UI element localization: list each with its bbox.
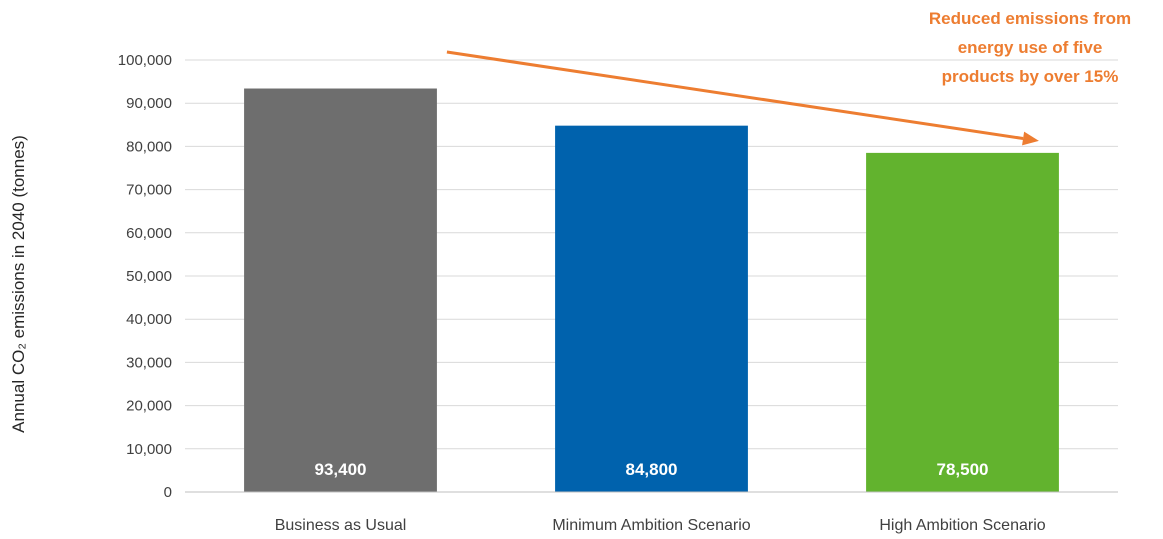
y-tick-label: 60,000 <box>126 225 172 242</box>
annotation-line: Reduced emissions from <box>929 9 1131 28</box>
x-category-label: Minimum Ambition Scenario <box>552 517 750 534</box>
y-tick-label: 0 <box>164 484 172 501</box>
trend-arrow <box>446 50 1039 146</box>
x-category-label: High Ambition Scenario <box>879 517 1045 534</box>
y-tick-label: 100,000 <box>118 52 172 69</box>
bars <box>244 88 1059 493</box>
bar-value-label: 84,800 <box>626 460 678 479</box>
y-tick-label: 50,000 <box>126 268 172 285</box>
bar-value-label: 93,400 <box>315 460 367 479</box>
x-axis-category-labels: Business as Usual Minimum Ambition Scenar… <box>275 517 1046 534</box>
bar <box>866 152 1059 492</box>
annotation-line: products by over 15% <box>942 67 1119 86</box>
y-tick-label: 90,000 <box>126 95 172 112</box>
value-labels: 93,400 84,800 78,500 <box>315 460 989 479</box>
annotation-line: energy use of five <box>958 38 1103 57</box>
y-tick-label: 10,000 <box>126 441 172 458</box>
y-tick-label: 70,000 <box>126 182 172 199</box>
bar <box>244 88 437 493</box>
y-axis-label: Annual CO₂ emissions in 2040 (tonnes) <box>9 135 28 433</box>
arrow-shaft <box>446 50 1024 140</box>
y-axis-tick-labels: 0 10,000 20,000 30,000 40,000 50,000 60,000 70,… <box>118 52 172 501</box>
y-tick-label: 30,000 <box>126 354 172 371</box>
x-category-label: Business as Usual <box>275 517 407 534</box>
y-tick-label: 20,000 <box>126 398 172 415</box>
annotation: Reduced emissions from energy use of five… <box>929 9 1131 86</box>
bar-value-label: 78,500 <box>937 460 989 479</box>
bar <box>555 125 748 492</box>
y-tick-label: 40,000 <box>126 311 172 328</box>
y-tick-label: 80,000 <box>126 138 172 155</box>
arrow-head <box>1022 131 1039 146</box>
